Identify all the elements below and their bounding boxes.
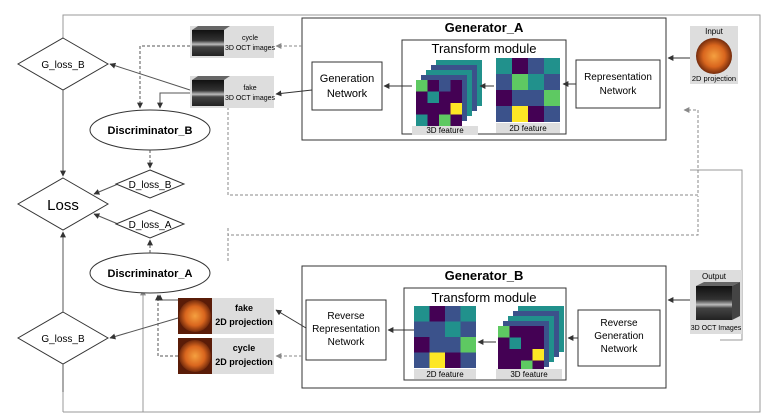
cycle-oct-image <box>192 26 230 56</box>
output-oct-image <box>696 282 740 320</box>
fake-oct-image <box>192 76 230 106</box>
output-image-group: Output 3D OCT Images <box>690 270 742 334</box>
d-loss-b-label: D_loss_B <box>129 180 172 191</box>
output-label: Output <box>702 272 727 281</box>
g-loss-b-bottom-node: G_loss_B <box>17 311 109 365</box>
discriminator-a-node: Discriminator_A <box>89 252 211 294</box>
fake-oct-line1: fake <box>243 85 256 92</box>
reverse-representation-line3: Network <box>328 337 366 348</box>
fake-projection-line2: 2D projection <box>215 317 273 327</box>
reverse-generation-line2: Generation <box>594 331 643 342</box>
discriminator-connections <box>109 45 191 357</box>
dashed-connectors <box>227 102 699 262</box>
generator-b-3d-feature: 3D feature <box>496 306 564 379</box>
fake-oct-line2: 3D OCT images <box>225 95 276 102</box>
fake-projection-line1: fake <box>235 303 253 313</box>
d-loss-a-label: D_loss_A <box>129 220 172 231</box>
reverse-generation-line1: Reverse <box>600 318 638 329</box>
loss-label: Loss <box>47 197 79 214</box>
d-loss-b-node: D_loss_B <box>114 169 186 199</box>
representation-network-line2: Network <box>600 86 638 97</box>
generator-b-panel: Generator_B Transform module Reverse Gen… <box>275 265 690 389</box>
generator-a-transform-title: Transform module <box>432 41 537 56</box>
feedback-loop-lines <box>62 14 761 413</box>
generation-network-line2: Network <box>327 88 368 100</box>
discriminator-b-label: Discriminator_B <box>108 125 193 137</box>
input-retina-image <box>696 38 732 74</box>
cycle-projection-line1: cycle <box>233 343 256 353</box>
feature-grid-a3d <box>416 80 462 126</box>
generator-a-3d-feature-label: 3D feature <box>426 126 464 135</box>
reverse-representation-line2: Representation <box>312 324 380 335</box>
reverse-generation-network-box <box>577 309 661 367</box>
g-loss-b-bottom-label: G_loss_B <box>41 334 85 345</box>
reverse-representation-network-box <box>305 299 387 361</box>
g-loss-b-top-label: G_loss_B <box>41 60 85 71</box>
representation-network-line1: Representation <box>584 72 652 83</box>
cycle-projection-retina-image <box>179 340 211 372</box>
generator-b-transform-title: Transform module <box>432 290 537 305</box>
cycle-oct-line2: 3D OCT images <box>225 45 276 52</box>
reverse-representation-line1: Reverse <box>327 311 365 322</box>
cycle-oct-image-group: cycle 3D OCT images <box>190 26 276 58</box>
discriminator-a-label: Discriminator_A <box>108 268 193 280</box>
discriminator-b-node: Discriminator_B <box>89 109 211 151</box>
fake-projection-image-group: fake 2D projection <box>178 298 274 334</box>
generator-a-2d-feature-label: 2D feature <box>509 124 547 133</box>
input-image-group: Input 2D projection <box>690 26 738 84</box>
generation-network-line1: Generation <box>320 73 374 85</box>
generation-network-box <box>311 61 383 111</box>
cycle-projection-image-group: cycle 2D projection <box>178 338 274 374</box>
cycle-oct-line1: cycle <box>242 35 258 42</box>
fake-oct-image-group: fake 3D OCT images <box>190 76 276 108</box>
generator-a-title: Generator_A <box>445 20 524 35</box>
representation-network-box <box>575 59 661 109</box>
reverse-generation-line3: Network <box>601 344 639 355</box>
loss-connections <box>60 90 119 392</box>
loss-node: Loss <box>17 177 109 231</box>
g-loss-b-top-node: G_loss_B <box>17 37 109 91</box>
fake-projection-retina-image <box>179 300 211 332</box>
generator-b-title: Generator_B <box>445 268 524 283</box>
generator-a-3d-feature: 3D feature <box>412 60 482 135</box>
output-caption: 3D OCT Images <box>691 325 742 332</box>
d-loss-a-node: D_loss_A <box>114 209 186 239</box>
generator-a-panel: Generator_A Transform module Representat… <box>275 17 690 141</box>
input-label: Input <box>705 27 724 36</box>
generator-b-2d-feature: 2D feature <box>414 306 476 379</box>
generator-b-2d-feature-label: 2D feature <box>426 370 464 379</box>
generator-a-2d-feature: 2D feature <box>496 58 560 133</box>
input-caption: 2D projection <box>692 74 736 83</box>
cycle-projection-line2: 2D projection <box>215 357 273 367</box>
generator-b-3d-feature-label: 3D feature <box>510 370 548 379</box>
